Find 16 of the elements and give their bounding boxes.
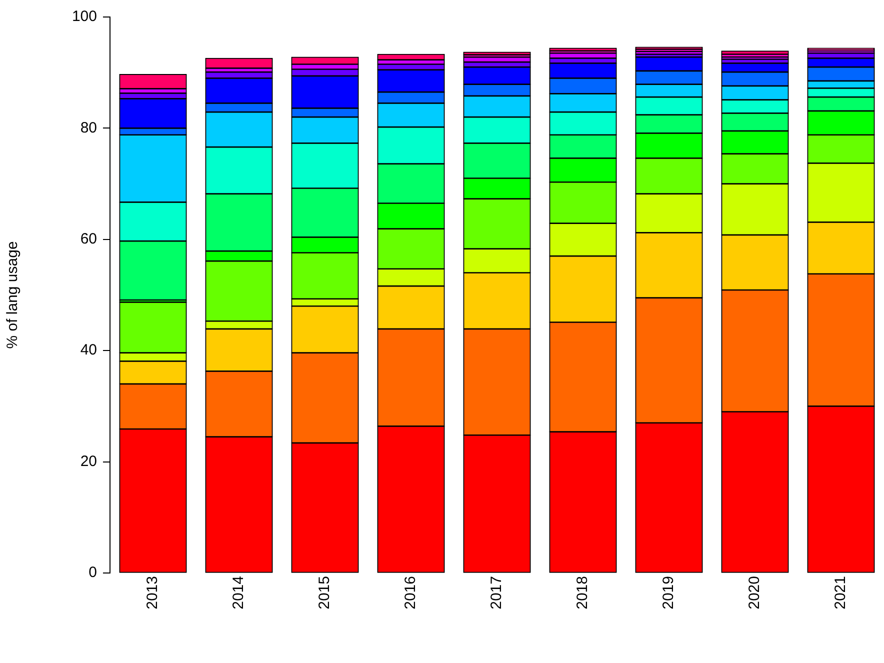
y-tick-label: 20: [80, 452, 97, 470]
x-tick-label: 2015: [316, 576, 334, 610]
x-tick-label: 2013: [144, 576, 162, 610]
x-tick-label: 2019: [660, 576, 678, 610]
y-tick-label: 40: [80, 342, 97, 359]
y-tick-label: 0: [88, 564, 97, 582]
y-tick-label: 100: [72, 8, 97, 26]
x-tick-label: 2016: [402, 576, 420, 610]
y-axis-title: % of lang usage: [4, 241, 22, 349]
x-tick-label: 2018: [574, 576, 592, 610]
y-tick-label: 80: [80, 119, 97, 136]
x-tick-label: 2017: [488, 576, 506, 610]
x-tick-label: 2014: [230, 576, 248, 610]
x-tick-label: 2020: [746, 576, 764, 610]
x-tick-label: 2021: [832, 576, 850, 610]
y-tick-label: 60: [80, 230, 97, 248]
